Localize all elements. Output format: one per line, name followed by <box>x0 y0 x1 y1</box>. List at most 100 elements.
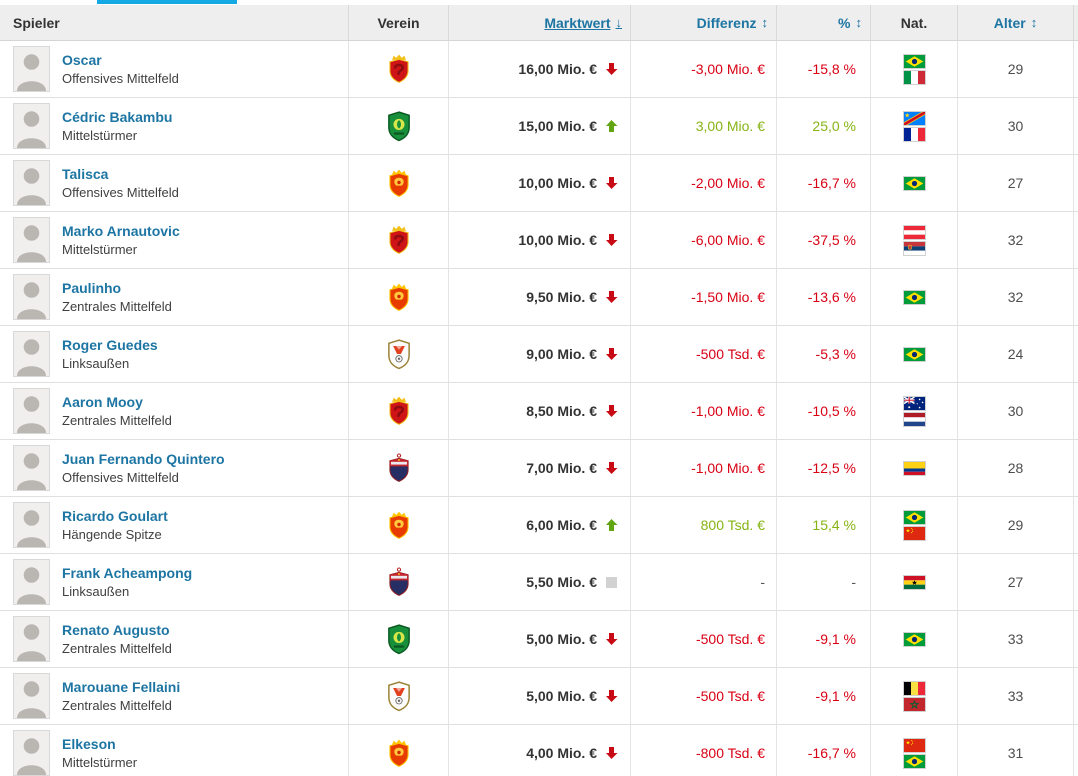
player-photo[interactable] <box>13 445 50 491</box>
column-sort-link[interactable]: Alter ↕ <box>994 15 1037 31</box>
player-name-link[interactable]: Oscar <box>62 52 102 68</box>
club-crest-shandong-taishan-icon[interactable] <box>386 338 412 370</box>
club-cell <box>348 326 448 382</box>
player-photo[interactable] <box>13 217 50 263</box>
player-photo[interactable] <box>13 388 50 434</box>
player-name-link[interactable]: Elkeson <box>62 736 116 752</box>
age-value: 29 <box>1007 517 1024 533</box>
difference-value: - <box>760 574 765 590</box>
difference-value: 3,00 Mio. € <box>695 118 765 134</box>
column-header-marktwert[interactable]: Marktwert ↓ <box>448 5 630 40</box>
age-value: 32 <box>1007 289 1024 305</box>
player-photo[interactable] <box>13 103 50 149</box>
player-name-link[interactable]: Marko Arnautovic <box>62 223 180 239</box>
market-value: 9,00 Mio. € <box>526 346 597 362</box>
column-header-label: Differenz <box>696 14 757 31</box>
trend-up-icon <box>605 119 618 133</box>
market-value-cell: 5,50 Mio. € <box>448 554 630 610</box>
market-value-cell: 16,00 Mio. € <box>448 41 630 97</box>
difference-value: -1,00 Mio. € <box>691 403 765 419</box>
column-header-differenz[interactable]: Differenz ↕ <box>630 5 776 40</box>
player-photo[interactable] <box>13 274 50 320</box>
nationality-cell <box>870 269 957 325</box>
player-row: Aaron Mooy Zentrales Mittelfeld 8,50 Mio. … <box>0 382 1078 439</box>
player-name-link[interactable]: Roger Guedes <box>62 337 158 353</box>
player-row: Elkeson Mittelstürmer 4,00 Mio. € -800 Tsd.… <box>0 724 1078 776</box>
player-name-link[interactable]: Talisca <box>62 166 109 182</box>
player-name-link[interactable]: Aaron Mooy <box>62 394 143 410</box>
difference-cell: -800 Tsd. € <box>630 725 776 776</box>
club-crest-guangzhou-icon[interactable] <box>386 167 412 199</box>
trend-down-icon <box>605 632 618 646</box>
player-photo[interactable] <box>13 673 50 719</box>
player-photo[interactable] <box>13 46 50 92</box>
column-header-label: Marktwert <box>544 14 611 31</box>
club-crest-shanghai-port-icon[interactable] <box>386 53 412 85</box>
column-sort-link[interactable]: Marktwert ↓ <box>544 15 622 31</box>
player-name-link[interactable]: Frank Acheampong <box>62 565 193 581</box>
column-header-alter[interactable]: Alter ↕ <box>957 5 1073 40</box>
club-crest-beijing-guoan-icon[interactable] <box>386 110 412 142</box>
player-info: Elkeson Mittelstürmer <box>62 736 137 770</box>
column-header-prozent[interactable]: % ↕ <box>776 5 870 40</box>
club-crest-shenzhen-icon[interactable] <box>386 566 412 598</box>
player-photo[interactable] <box>13 331 50 377</box>
player-position: Offensives Mittelfeld <box>62 185 179 200</box>
percent-value: - <box>851 574 856 590</box>
club-crest-guangzhou-icon[interactable] <box>386 281 412 313</box>
player-name-link[interactable]: Marouane Fellaini <box>62 679 181 695</box>
market-value-cell: 6,00 Mio. € <box>448 497 630 553</box>
percent-value: 25,0 % <box>812 118 856 134</box>
club-crest-shandong-taishan-icon[interactable] <box>386 680 412 712</box>
age-cell: 29 <box>957 41 1073 97</box>
difference-cell: -500 Tsd. € <box>630 668 776 724</box>
percent-cell: 25,0 % <box>776 98 870 154</box>
column-sort-link[interactable]: % ↕ <box>838 15 862 31</box>
player-photo[interactable] <box>13 559 50 605</box>
player-position: Hängende Spitze <box>62 527 162 542</box>
flag-brazil-icon <box>903 290 925 304</box>
club-crest-guangzhou-icon[interactable] <box>386 737 412 769</box>
player-photo[interactable] <box>13 502 50 548</box>
age-value: 33 <box>1007 631 1024 647</box>
percent-cell: -16,7 % <box>776 155 870 211</box>
club-crest-shanghai-port-icon[interactable] <box>386 224 412 256</box>
age-cell: 32 <box>957 212 1073 268</box>
player-name-link[interactable]: Ricardo Goulart <box>62 508 168 524</box>
player-position: Zentrales Mittelfeld <box>62 413 172 428</box>
flag-china-icon <box>903 526 925 540</box>
percent-cell: - <box>776 554 870 610</box>
player-photo[interactable] <box>13 730 50 776</box>
club-crest-guangzhou-icon[interactable] <box>386 509 412 541</box>
difference-value: -3,00 Mio. € <box>691 61 765 77</box>
nationality-flags <box>903 461 925 475</box>
difference-value: -6,00 Mio. € <box>691 232 765 248</box>
nationality-flags <box>903 176 925 190</box>
player-photo[interactable] <box>13 616 50 662</box>
player-row: Frank Acheampong Linksaußen 5,50 Mio. € - - 2… <box>0 553 1078 610</box>
percent-value: -16,7 % <box>807 745 856 761</box>
age-cell: 30 <box>957 383 1073 439</box>
player-name-link[interactable]: Paulinho <box>62 280 122 296</box>
player-name-link[interactable]: Cédric Bakambu <box>62 109 173 125</box>
player-info: Marouane Fellaini Zentrales Mittelfeld <box>62 679 180 713</box>
player-photo[interactable] <box>13 160 50 206</box>
trend-down-icon <box>605 62 618 76</box>
player-name-link[interactable]: Renato Augusto <box>62 622 170 638</box>
club-crest-beijing-guoan-icon[interactable] <box>386 623 412 655</box>
market-value-cell: 4,00 Mio. € <box>448 725 630 776</box>
club-cell <box>348 383 448 439</box>
club-cell <box>348 497 448 553</box>
overflow-cell <box>1073 155 1078 211</box>
player-name-link[interactable]: Juan Fernando Quintero <box>62 451 225 467</box>
column-sort-link[interactable]: Differenz ↕ <box>697 15 768 31</box>
player-info: Ricardo Goulart Hängende Spitze <box>62 508 168 542</box>
club-crest-shenzhen-icon[interactable] <box>386 452 412 484</box>
club-cell <box>348 440 448 496</box>
age-value: 32 <box>1007 232 1024 248</box>
club-crest-shanghai-port-icon[interactable] <box>386 395 412 427</box>
flag-serbia-icon <box>903 241 925 255</box>
player-info: Paulinho Zentrales Mittelfeld <box>62 280 172 314</box>
player-position: Linksaußen <box>62 584 130 599</box>
